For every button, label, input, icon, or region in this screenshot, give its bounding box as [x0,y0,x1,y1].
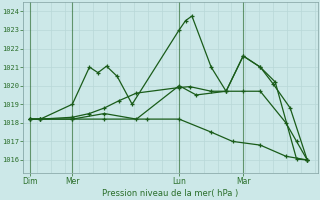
X-axis label: Pression niveau de la mer( hPa ): Pression niveau de la mer( hPa ) [102,189,239,198]
